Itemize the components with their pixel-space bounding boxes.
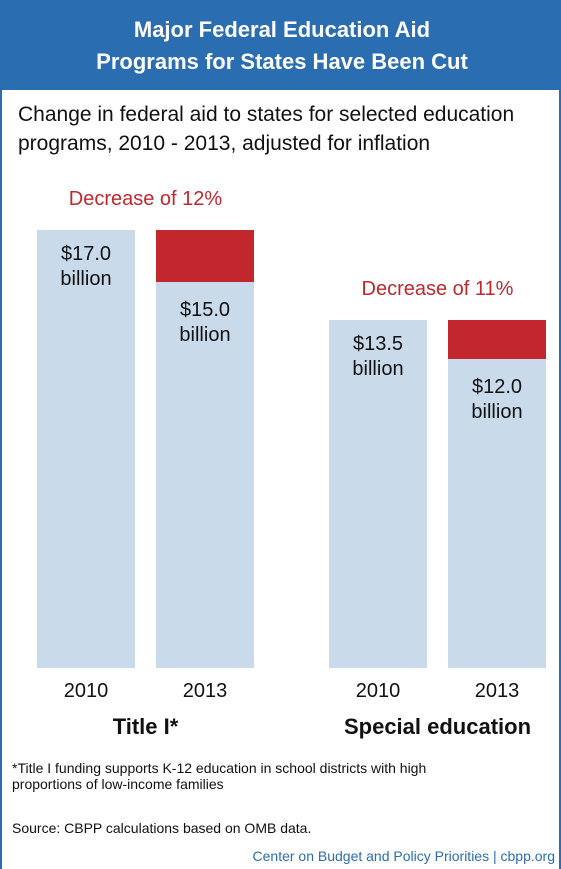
- header-band: [2, 0, 559, 90]
- bar: [329, 320, 427, 668]
- decrease-segment: [156, 230, 254, 282]
- footnote: *Title I funding supports K-12 education…: [12, 760, 427, 792]
- group-label: Title I*: [112, 714, 179, 739]
- decrease-segment: [448, 320, 546, 359]
- annotation: Decrease of 12%: [68, 188, 223, 210]
- x-tick-label: 2013: [182, 680, 228, 702]
- group-label: Special education: [343, 714, 532, 739]
- x-tick-label: 2010: [355, 680, 401, 702]
- source: Source: CBPP calculations based on OMB d…: [12, 820, 312, 836]
- x-tick-label: 2013: [474, 680, 520, 702]
- credit: Center on Budget and Policy Priorities |…: [252, 848, 555, 864]
- value-label: $15.0 billion: [179, 298, 231, 346]
- chart-subtitle: Change in federal aid to states for sele…: [18, 103, 515, 155]
- value-label: $13.5 billion: [352, 333, 404, 381]
- plot: 2010 2013 $17.0 billion $15.0 billion Decrea…: [2, 0, 559, 760]
- chart-title: Major Federal Education Aid Programs for…: [96, 17, 468, 74]
- annotation: Decrease of 11%: [361, 278, 514, 301]
- x-tick-label: 2010: [63, 680, 109, 702]
- value-label: $12.0 billion: [471, 375, 523, 423]
- value-label: $17.0 billion: [60, 243, 112, 290]
- bar: [156, 281, 254, 668]
- bar: [37, 230, 135, 668]
- bar: [448, 358, 546, 668]
